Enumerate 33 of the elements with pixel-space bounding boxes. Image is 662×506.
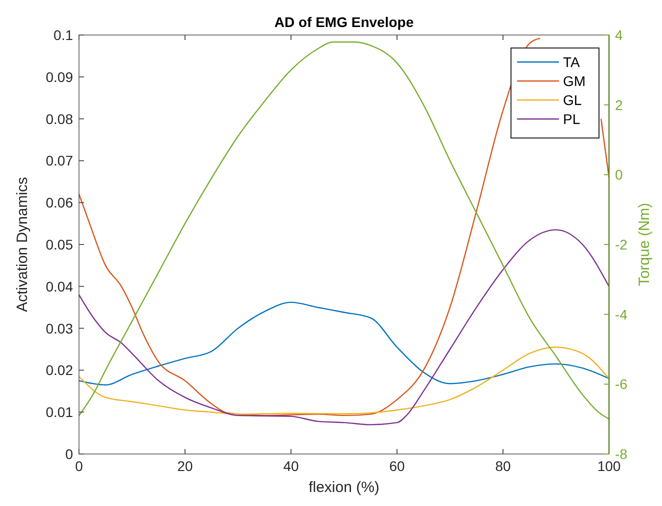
y2-tick-label: 4 — [615, 27, 623, 43]
y-tick-label: 0.02 — [46, 362, 74, 378]
x-tick-label: 0 — [75, 458, 84, 474]
y-tick-label: 0.08 — [46, 110, 74, 127]
y-tick-label: 0.01 — [46, 404, 74, 420]
legend-label: TA — [563, 54, 581, 70]
x-tick-label: 60 — [389, 458, 405, 474]
x-axis-title: flexion (%) — [308, 479, 380, 496]
x-tick-label: 20 — [177, 458, 193, 474]
y2-tick-label: -2 — [615, 236, 628, 252]
chart-title: AD of EMG Envelope — [274, 14, 414, 30]
y-tick-label: 0 — [65, 446, 74, 462]
y-tick-label: 0.03 — [46, 320, 74, 336]
legend-label: GM — [563, 73, 586, 89]
y-tick-label: 0.05 — [46, 236, 74, 252]
legend-label: PL — [563, 111, 580, 127]
y-tick-label: 0.04 — [46, 278, 74, 294]
y2-tick-label: 2 — [615, 96, 623, 113]
line-series — [78, 229, 610, 426]
y-tick-label: 0.09 — [46, 68, 74, 85]
line-series — [78, 346, 610, 415]
x-tick-label: 80 — [495, 458, 511, 474]
y-tick-label: 0.07 — [46, 152, 74, 169]
y2-tick-label: 0 — [615, 166, 623, 183]
y-axis-title: Activation Dynamics — [14, 176, 31, 312]
y-tick-label: 0.1 — [54, 27, 74, 43]
y2-axis-title: Torque (Nm) — [636, 202, 653, 286]
y-tick-label: 0.06 — [46, 194, 74, 211]
y2-tick-label: -4 — [615, 306, 628, 322]
legend-label: GL — [563, 92, 582, 108]
y2-tick-label: -6 — [615, 376, 628, 392]
line-series — [78, 302, 610, 386]
x-tick-label: 40 — [283, 458, 299, 474]
